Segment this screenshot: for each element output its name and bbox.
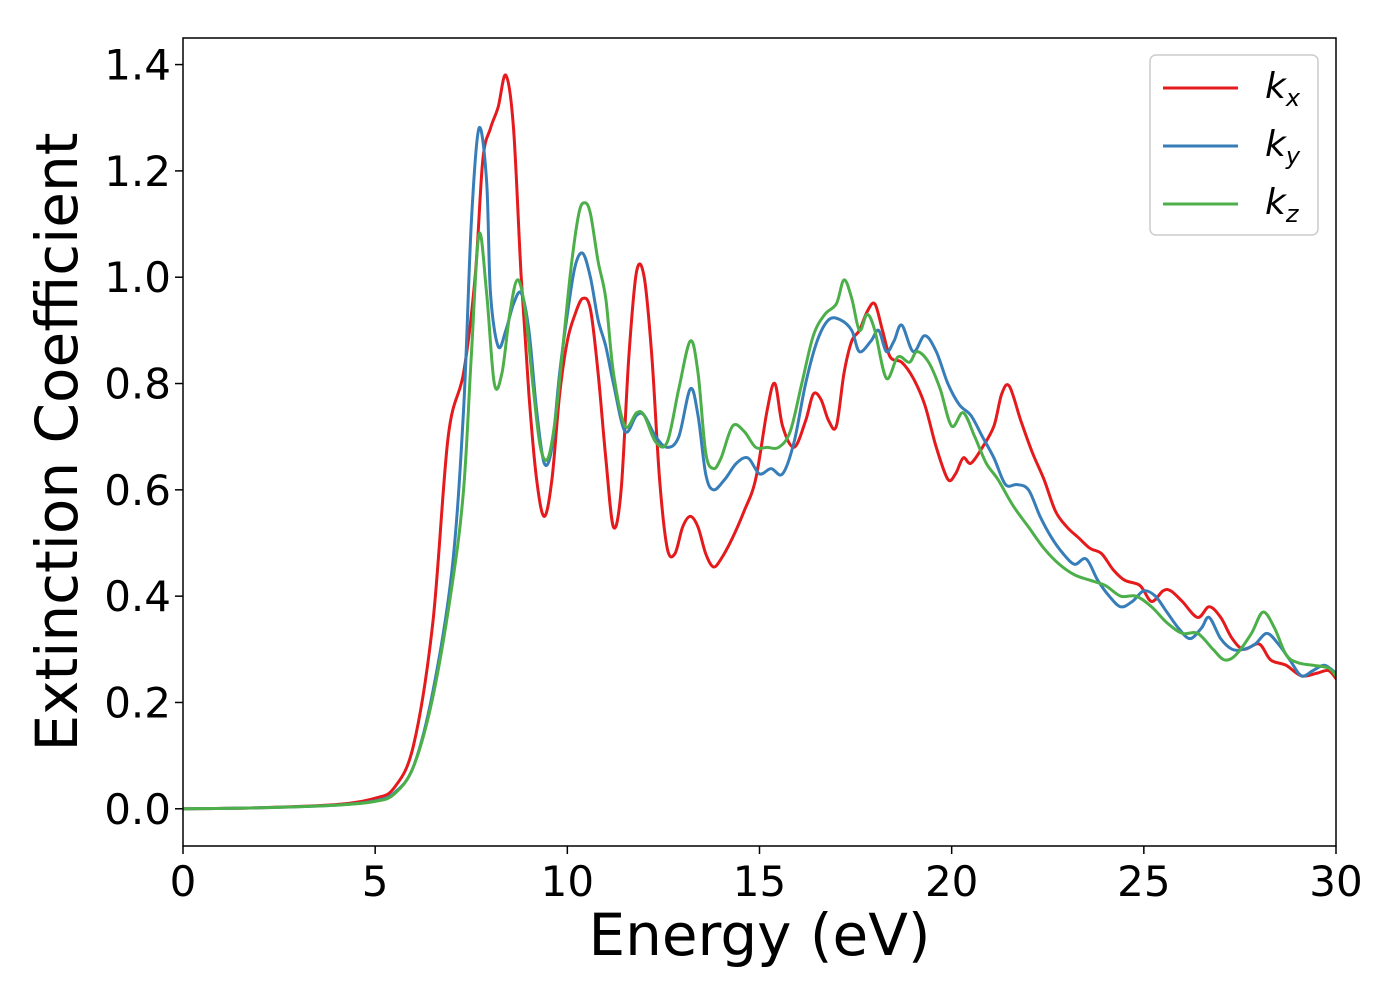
y-tick-label: 1.0	[104, 253, 171, 302]
legend-label-main: k	[1265, 182, 1288, 223]
x-axis-ticks: 0 5 10 15 20 25 30	[170, 846, 1363, 906]
legend-label-subscript: x	[1285, 84, 1301, 112]
series-line-kx	[183, 73, 1336, 811]
legend-label-kx: kx	[1265, 66, 1301, 112]
legend-label-subscript: z	[1285, 200, 1300, 228]
y-tick-label: 0.0	[104, 785, 171, 834]
y-tick-label: 0.2	[104, 678, 171, 727]
series-layer	[183, 73, 1336, 811]
legend-label-subscript: y	[1285, 142, 1301, 170]
legend-label-main: k	[1265, 124, 1288, 165]
y-tick-label: 1.4	[104, 41, 171, 90]
x-tick-label: 5	[362, 857, 389, 906]
x-tick-label: 10	[541, 857, 594, 906]
y-tick-label: 0.4	[104, 572, 171, 621]
y-tick-label: 1.2	[104, 147, 171, 196]
y-axis-ticks: 0.0 0.2 0.4 0.6 0.8 1.0 1.2 1.4	[104, 41, 183, 834]
x-tick-label: 0	[170, 857, 197, 906]
x-tick-label: 30	[1309, 857, 1362, 906]
legend-label-ky: ky	[1265, 124, 1301, 170]
x-axis-label: Energy (eV)	[588, 901, 930, 969]
legend-label-kz: kz	[1265, 182, 1300, 228]
x-tick-label: 25	[1117, 857, 1170, 906]
legend-label-main: k	[1265, 66, 1288, 107]
y-axis-label: Extinction Coefficient	[23, 133, 91, 752]
series-line-kz	[183, 201, 1336, 811]
x-tick-label: 20	[925, 857, 978, 906]
series-line-ky	[183, 125, 1336, 811]
y-tick-label: 0.8	[104, 360, 171, 409]
x-tick-label: 15	[733, 857, 786, 906]
y-tick-label: 0.6	[104, 466, 171, 515]
